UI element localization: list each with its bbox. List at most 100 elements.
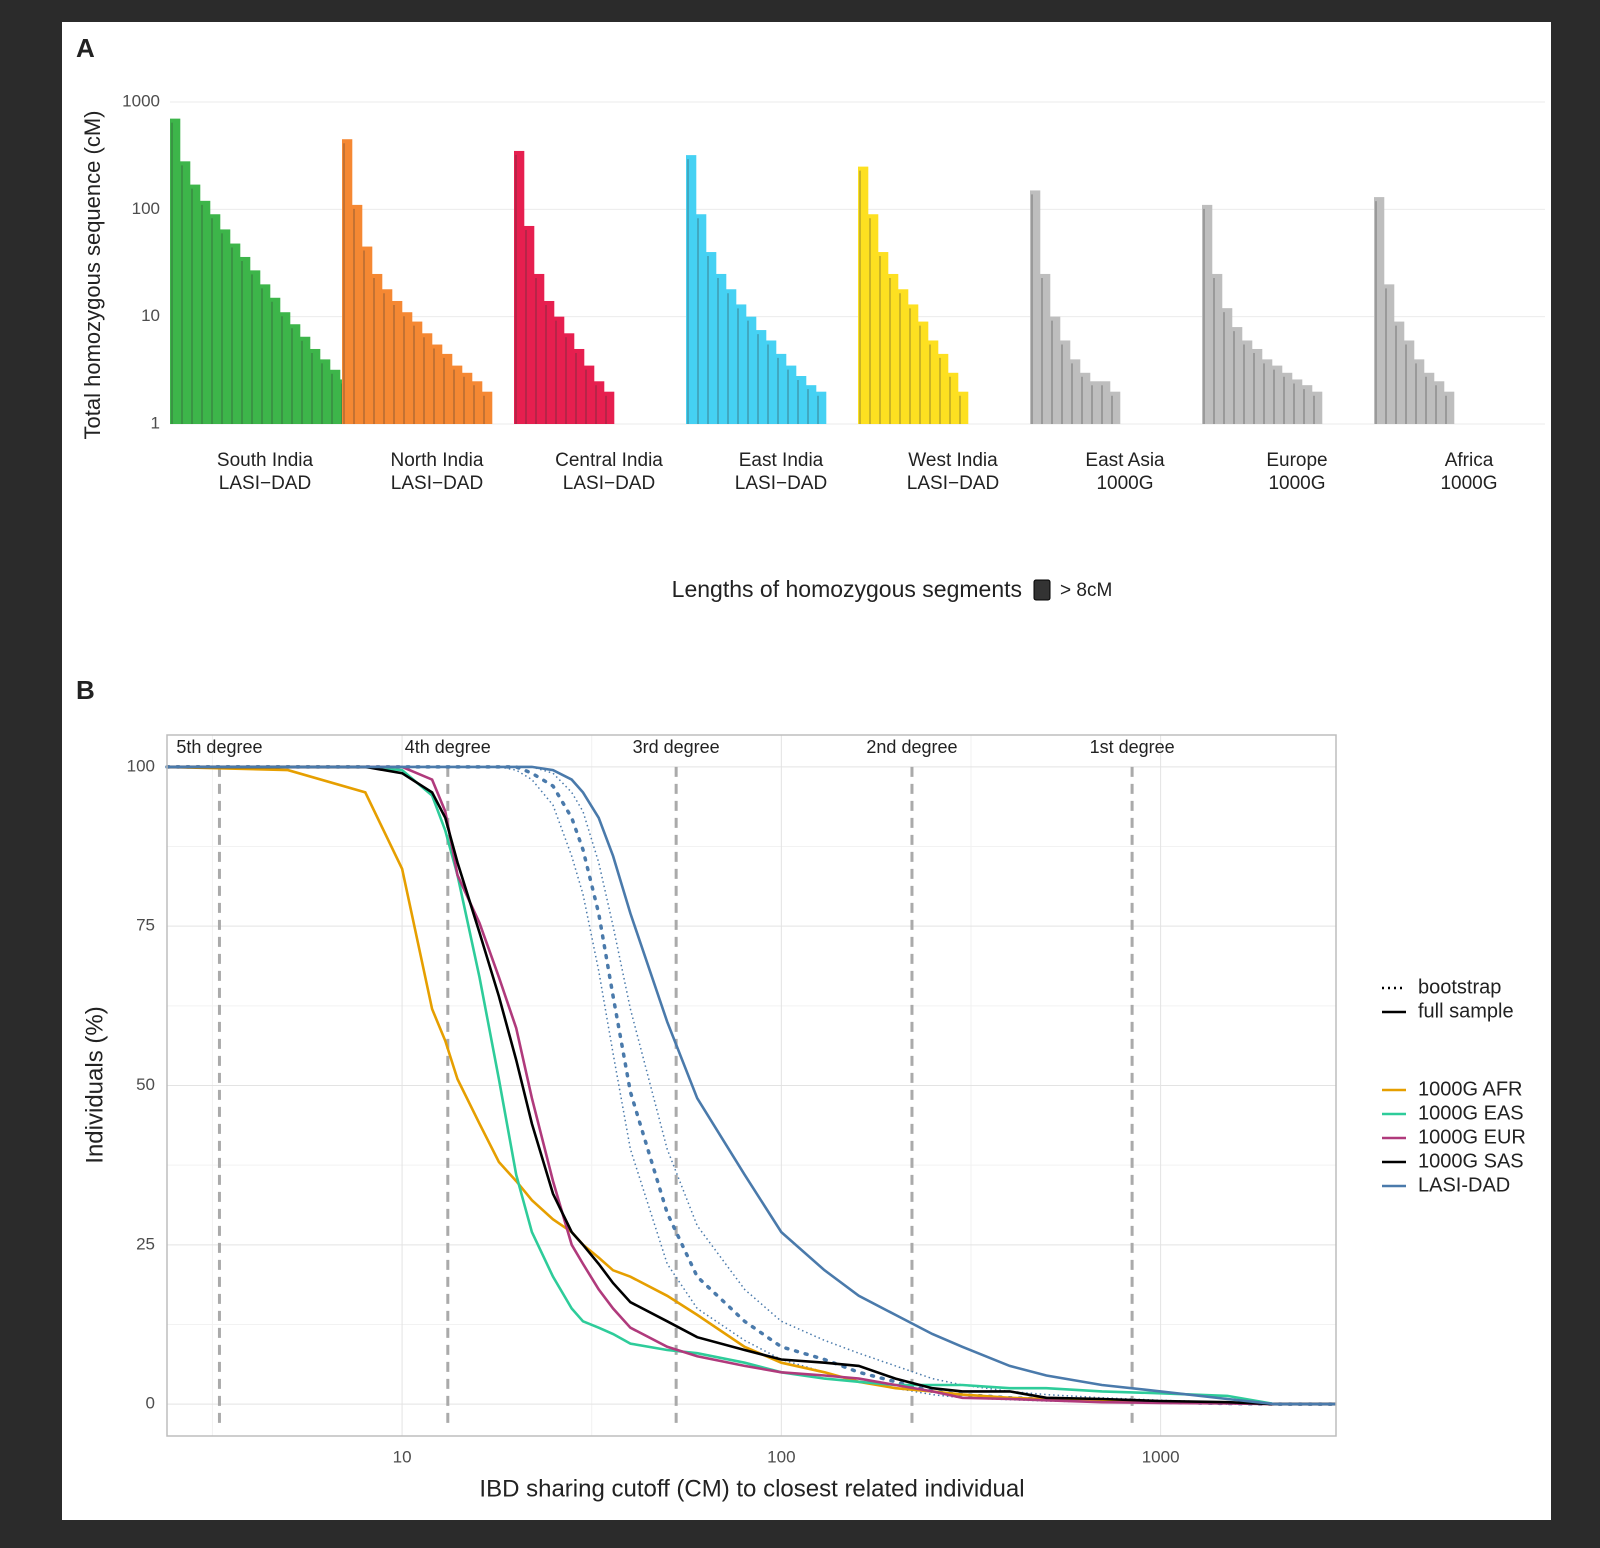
bar [716, 273, 727, 424]
bar [1434, 381, 1445, 424]
legend-label: LASI-DAD [1418, 1174, 1510, 1196]
bar [452, 365, 463, 424]
bar [816, 391, 827, 424]
bar [554, 316, 565, 424]
y-tick-label: 25 [136, 1234, 155, 1253]
reference-label: 1st degree [1090, 737, 1175, 757]
bar [1242, 340, 1253, 424]
panel-label: East Asia [1085, 450, 1165, 471]
bar [726, 289, 737, 424]
bar [908, 304, 919, 424]
panel-label: Africa [1445, 450, 1494, 471]
bar [938, 353, 949, 424]
bar [958, 391, 969, 424]
x-tick-label: 1000 [1142, 1447, 1180, 1466]
bar [402, 312, 413, 424]
panel-label: Central India [555, 450, 663, 471]
bar [1384, 284, 1395, 424]
bar [320, 359, 331, 424]
bar [200, 200, 211, 424]
y-axis-title: Individuals (%) [81, 1006, 108, 1163]
reference-label: 4th degree [405, 737, 491, 757]
bar [422, 333, 433, 424]
bar [382, 289, 393, 424]
panel-source: 1000G [1096, 473, 1153, 494]
legend-swatch [1033, 579, 1051, 601]
bar [806, 385, 817, 424]
legend-label: 1000G EUR [1418, 1126, 1526, 1148]
bar [524, 225, 535, 424]
reference-label: 3rd degree [633, 737, 720, 757]
bar [766, 340, 777, 424]
bar [230, 243, 241, 424]
panel-label: North India [391, 450, 484, 471]
bar [868, 214, 879, 424]
bar [260, 284, 271, 424]
bar [220, 229, 231, 424]
y-tick-label: 100 [132, 199, 160, 218]
y-tick-label: 75 [136, 916, 155, 935]
x-tick-label: 10 [393, 1447, 412, 1466]
bar [1030, 190, 1041, 424]
bar [1202, 204, 1213, 424]
bar [290, 324, 301, 424]
bar [1100, 381, 1111, 424]
series-line [167, 765, 1336, 1406]
bar [1292, 379, 1303, 424]
bar [514, 150, 525, 424]
bar [330, 369, 341, 424]
bar [534, 273, 545, 424]
bar [898, 289, 909, 424]
bar [210, 214, 221, 424]
panel-source: LASI−DAD [563, 473, 655, 494]
panel-source: LASI−DAD [391, 473, 483, 494]
y-tick-label: 1000 [122, 91, 160, 110]
bar [1302, 385, 1313, 424]
bar [1212, 273, 1223, 424]
bar [786, 365, 797, 424]
legend-label: > 8cM [1060, 580, 1112, 601]
bar [1444, 391, 1455, 424]
bootstrap-upper [167, 766, 1336, 1405]
bar [310, 348, 321, 424]
legend-label: 1000G EAS [1418, 1102, 1524, 1124]
bar [796, 376, 807, 424]
bar [352, 204, 363, 424]
bar [1110, 391, 1121, 424]
panel-label: Europe [1266, 450, 1327, 471]
bar [928, 340, 939, 424]
bar [280, 312, 291, 424]
bar [240, 256, 251, 424]
bar [756, 330, 767, 424]
bar [574, 348, 585, 424]
bar [776, 353, 787, 424]
bar [878, 252, 889, 424]
bar [1404, 340, 1415, 424]
bar [1374, 197, 1385, 424]
bar [362, 246, 373, 424]
bar [250, 270, 261, 424]
bar [1070, 359, 1081, 424]
bar [270, 297, 281, 424]
y-axis-title: Total homozygous sequence (cM) [80, 111, 105, 440]
bar [170, 118, 181, 424]
bar [432, 344, 443, 424]
bar [1272, 365, 1283, 424]
bar [300, 336, 311, 424]
bar [1252, 348, 1263, 424]
bar [564, 333, 575, 424]
bar [948, 372, 959, 424]
bar [482, 391, 493, 424]
bar [696, 214, 707, 424]
bar [1232, 327, 1243, 424]
bar [858, 166, 869, 425]
bar [1040, 273, 1051, 424]
bar [888, 273, 899, 424]
legend-label: bootstrap [1418, 976, 1501, 998]
bar [412, 321, 423, 424]
panel-letter: B [76, 675, 95, 705]
bar [1414, 359, 1425, 424]
bar [442, 353, 453, 424]
legend-label: full sample [1418, 1000, 1514, 1022]
x-tick-label: 100 [767, 1447, 795, 1466]
